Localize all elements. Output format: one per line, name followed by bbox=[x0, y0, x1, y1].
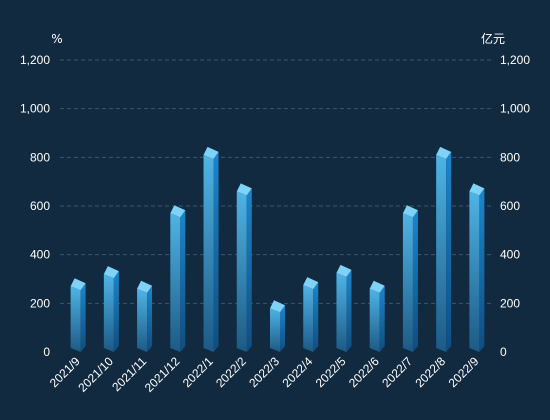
bar-side-face bbox=[479, 188, 485, 352]
bar bbox=[303, 277, 319, 352]
bar bbox=[103, 266, 119, 352]
left-y-tick-label: 600 bbox=[30, 199, 50, 213]
bar-front-face bbox=[469, 191, 480, 352]
bar-front-face bbox=[236, 191, 247, 352]
bar-side-face bbox=[446, 151, 452, 352]
bar-front-face bbox=[170, 213, 181, 352]
bar-side-face bbox=[379, 285, 385, 352]
bar-side-face bbox=[346, 269, 352, 352]
bar-front-face bbox=[369, 288, 380, 352]
bar bbox=[402, 205, 418, 352]
bar-front-face bbox=[303, 285, 314, 352]
bar bbox=[170, 205, 186, 352]
bar-top-face bbox=[303, 277, 319, 290]
bar bbox=[436, 146, 452, 352]
left-axis-unit: % bbox=[51, 32, 62, 46]
bar-top-face bbox=[436, 146, 452, 159]
bar-side-face bbox=[80, 283, 86, 352]
bar-top-face bbox=[369, 280, 385, 293]
bar-top-face bbox=[469, 183, 485, 196]
bar-top-face bbox=[402, 205, 418, 218]
left-y-tick-label: 1,000 bbox=[20, 102, 50, 116]
left-y-tick-label: 200 bbox=[30, 296, 50, 310]
bar-side-face bbox=[280, 305, 285, 352]
right-y-tick-label: 1,200 bbox=[500, 53, 530, 67]
bar bbox=[203, 146, 219, 352]
left-y-tick-label: 400 bbox=[30, 248, 50, 262]
bar-top-face bbox=[236, 183, 252, 196]
right-y-tick-label: 200 bbox=[500, 296, 520, 310]
bar bbox=[469, 183, 485, 352]
bar-top-face bbox=[270, 300, 285, 313]
bar-side-face bbox=[246, 188, 252, 352]
right-axis-unit: 亿元 bbox=[481, 31, 505, 46]
right-y-tick-label: 400 bbox=[500, 248, 520, 262]
bar-top-face bbox=[103, 266, 119, 279]
bar bbox=[270, 300, 285, 352]
left-y-tick-label: 1,200 bbox=[20, 53, 50, 67]
bar-top-face bbox=[203, 146, 219, 159]
bar-top-face bbox=[170, 205, 186, 218]
bar bbox=[70, 278, 86, 352]
bar-front-face bbox=[270, 308, 280, 352]
left-y-tick-label: 800 bbox=[30, 150, 50, 164]
bar-side-face bbox=[313, 282, 319, 352]
bar bbox=[369, 280, 385, 352]
bar-side-face bbox=[213, 151, 219, 352]
bar-side-face bbox=[180, 210, 186, 352]
bar-front-face bbox=[137, 288, 148, 352]
bar-front-face bbox=[402, 213, 413, 352]
bar-top-face bbox=[70, 278, 86, 291]
right-y-tick-label: 600 bbox=[500, 199, 520, 213]
right-y-tick-label: 1,000 bbox=[500, 102, 530, 116]
bar-side-face bbox=[147, 285, 153, 352]
bar-side-face bbox=[412, 210, 418, 352]
right-y-tick-label: 800 bbox=[500, 150, 520, 164]
bar-top-face bbox=[137, 280, 153, 293]
bar-front-face bbox=[436, 154, 447, 352]
bar-side-face bbox=[113, 271, 119, 352]
bar-top-face bbox=[336, 264, 352, 277]
bar bbox=[236, 183, 252, 352]
bar-front-face bbox=[70, 286, 81, 352]
left-y-tick-label: 0 bbox=[43, 345, 50, 359]
bar-front-face bbox=[203, 154, 214, 352]
right-y-tick-label: 0 bbox=[500, 345, 507, 359]
bar-front-face bbox=[103, 274, 114, 352]
bar-front-face bbox=[336, 272, 347, 352]
bar bbox=[137, 280, 153, 352]
bar bbox=[336, 264, 352, 352]
